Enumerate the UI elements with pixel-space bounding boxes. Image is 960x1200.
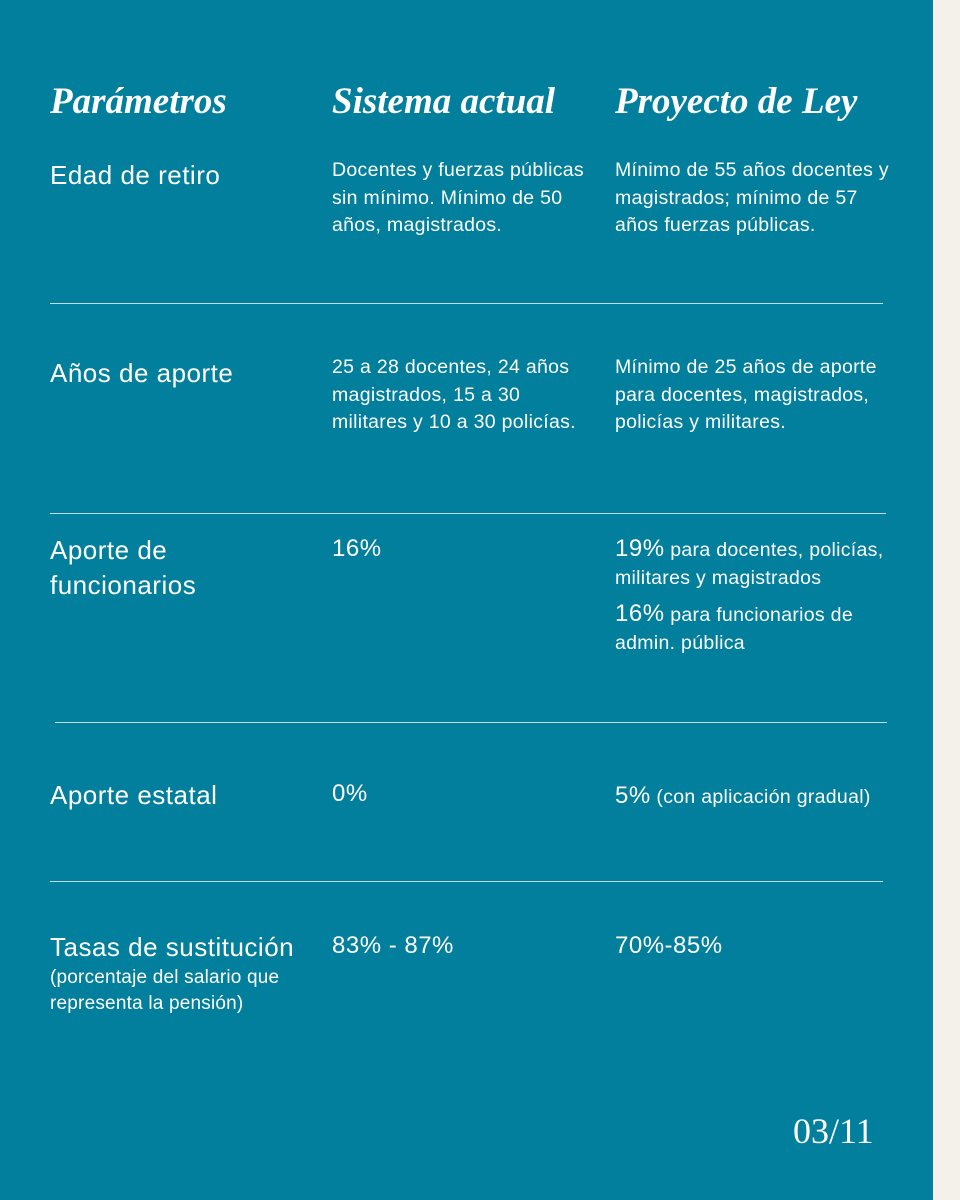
proposal-value: 70%-85%	[615, 932, 723, 959]
row-label: Años de aporte	[50, 358, 234, 388]
current-value: 25 a 28 docentes, 24 años magistrados, 1…	[332, 356, 576, 433]
row-label: Tasas de sustitución	[50, 932, 295, 962]
row-label: Aporte de funcionarios	[50, 535, 197, 600]
proposal-part: 5% (con aplicación gradual)	[615, 782, 895, 812]
row-label: Edad de retiro	[50, 160, 221, 190]
current-value: 16%	[332, 535, 382, 562]
row-label: Aporte estatal	[50, 780, 218, 810]
current-value: 0%	[332, 780, 368, 807]
proposal-lead: 16%	[615, 600, 665, 627]
column-header: Parámetros	[50, 81, 227, 122]
column-header: Sistema actual	[332, 81, 556, 122]
proposal-part: 16% para funcionarios de admin. pública	[615, 600, 895, 657]
proposal-cell: 19% para docentes, policías, militares y…	[615, 535, 895, 665]
proposal-value: Mínimo de 25 años de aporte para docente…	[615, 356, 877, 433]
row-note: (porcentaje del salario que representa l…	[50, 967, 280, 1014]
row-label-cell: Tasas de sustitución (porcentaje del sal…	[50, 930, 300, 1017]
row-separator	[50, 513, 886, 514]
page-number: 03/11	[793, 1111, 874, 1151]
proposal-lead: 5%	[615, 782, 651, 809]
proposal-cell: 5% (con aplicación gradual)	[615, 782, 895, 820]
column-header: Proyecto de Ley	[615, 81, 858, 122]
proposal-text: para funcionarios de admin. pública	[615, 604, 853, 654]
current-value: 83% - 87%	[332, 932, 454, 959]
row-separator	[55, 722, 887, 723]
proposal-text: para docentes, policías, militares y mag…	[615, 539, 884, 589]
row-separator	[50, 303, 883, 304]
proposal-text: (con aplicación gradual)	[656, 786, 871, 808]
proposal-part: 19% para docentes, policías, militares y…	[615, 535, 895, 592]
row-separator	[50, 881, 883, 882]
current-value: Docentes y fuerzas públicas sin mínimo. …	[332, 159, 584, 236]
proposal-lead: 19%	[615, 535, 665, 562]
slide: Parámetros Sistema actual Proyecto de Le…	[0, 0, 933, 1200]
proposal-value: Mínimo de 55 años docentes y magistrados…	[615, 159, 889, 236]
